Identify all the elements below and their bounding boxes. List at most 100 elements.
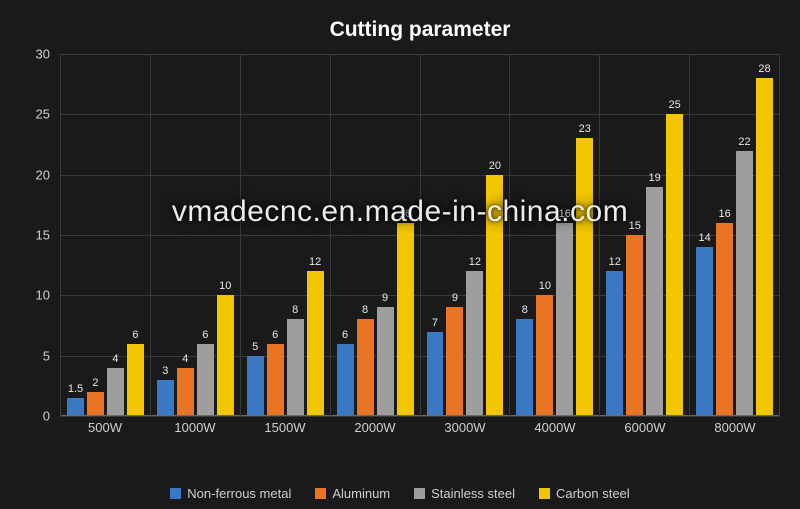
bar: 16 <box>397 209 414 416</box>
bar: 25 <box>666 100 683 416</box>
y-tick: 20 <box>36 167 50 182</box>
bar: 2 <box>87 378 104 416</box>
bar: 6 <box>127 330 144 416</box>
bar: 8 <box>357 305 374 416</box>
legend-label: Non-ferrous metal <box>187 486 291 501</box>
bar-value-label: 22 <box>738 137 750 148</box>
x-tick-label: 4000W <box>510 420 600 442</box>
legend-swatch <box>414 488 425 499</box>
x-tick-label: 1000W <box>150 420 240 442</box>
bar-value-label: 2 <box>92 378 98 389</box>
bar: 16 <box>556 209 573 416</box>
bar: 14 <box>696 233 713 416</box>
bar-value-label: 7 <box>432 318 438 329</box>
bar-rect <box>267 344 284 416</box>
legend-label: Carbon steel <box>556 486 630 501</box>
bar-rect <box>357 319 374 416</box>
bar: 23 <box>576 124 593 416</box>
bar: 4 <box>107 354 124 416</box>
bar-rect <box>177 368 194 416</box>
bar-rect <box>87 392 104 416</box>
bar-value-label: 16 <box>559 209 571 220</box>
bar: 1.5 <box>67 384 84 416</box>
bar-rect <box>427 332 444 416</box>
bar-rect <box>446 307 463 416</box>
bar-value-label: 23 <box>579 124 591 135</box>
x-tick-label: 8000W <box>690 420 780 442</box>
bar-rect <box>287 319 304 416</box>
bar-rect <box>536 295 553 416</box>
bar: 20 <box>486 161 503 416</box>
bar-rect <box>127 344 144 416</box>
bar-value-label: 16 <box>718 209 730 220</box>
x-tick-label: 500W <box>60 420 150 442</box>
bar-group: 8 10 16 23 <box>510 54 600 416</box>
bar-rect <box>307 271 324 416</box>
bar: 6 <box>337 330 354 416</box>
bar-value-label: 6 <box>342 330 348 341</box>
bar-value-label: 9 <box>382 293 388 304</box>
bar-group: 12 15 19 25 <box>600 54 690 416</box>
bar-group: 14 16 22 28 <box>690 54 780 416</box>
bar-value-label: 8 <box>362 305 368 316</box>
bar: 6 <box>197 330 214 416</box>
bar: 15 <box>626 221 643 416</box>
bar: 19 <box>646 173 663 416</box>
bar: 10 <box>217 281 234 416</box>
legend-item: Carbon steel <box>539 486 630 501</box>
bar: 10 <box>536 281 553 416</box>
bar-value-label: 6 <box>132 330 138 341</box>
x-tick-label: 6000W <box>600 420 690 442</box>
bar-rect <box>486 175 503 416</box>
bar-value-label: 12 <box>469 257 481 268</box>
bar-rect <box>377 307 394 416</box>
bar: 7 <box>427 318 444 416</box>
legend-label: Aluminum <box>332 486 390 501</box>
bar-rect <box>696 247 713 416</box>
y-tick: 30 <box>36 47 50 62</box>
bar-group: 6 8 9 16 <box>331 54 421 416</box>
bar-rect <box>666 114 683 416</box>
legend-item: Non-ferrous metal <box>170 486 291 501</box>
bar-group: 1.5 24 6 <box>60 54 151 416</box>
bar: 9 <box>377 293 394 416</box>
bar-value-label: 12 <box>609 257 621 268</box>
bar-group: 34610 <box>151 54 241 416</box>
y-tick: 10 <box>36 288 50 303</box>
bar-rect <box>576 138 593 416</box>
bar-rect <box>756 78 773 416</box>
bar-value-label: 8 <box>522 305 528 316</box>
bar-rect <box>716 223 733 416</box>
bar-rect <box>217 295 234 416</box>
legend-swatch <box>315 488 326 499</box>
x-axis: 500W1000W1500W2000W3000W4000W6000W8000W <box>60 420 780 442</box>
bar-rect <box>466 271 483 416</box>
bar-value-label: 6 <box>202 330 208 341</box>
bar-rect <box>556 223 573 416</box>
y-tick: 0 <box>43 409 50 424</box>
x-tick-label: 1500W <box>240 420 330 442</box>
plot-area: 051015202530 1.5246346105681268916791220… <box>60 54 780 444</box>
x-tick-label: 3000W <box>420 420 510 442</box>
bar-value-label: 5 <box>252 342 258 353</box>
bar-value-label: 28 <box>758 64 770 75</box>
bar-rect <box>736 151 753 416</box>
gridline <box>60 416 780 417</box>
bar-rect <box>516 319 533 416</box>
bar-value-label: 8 <box>292 305 298 316</box>
y-tick: 25 <box>36 107 50 122</box>
legend: Non-ferrous metal Aluminum Stainless steel… <box>0 486 800 501</box>
bar-group: 791220 <box>421 54 511 416</box>
bar-value-label: 4 <box>182 354 188 365</box>
legend-item: Aluminum <box>315 486 390 501</box>
bar-rect <box>107 368 124 416</box>
legend-item: Stainless steel <box>414 486 515 501</box>
bar-value-label: 19 <box>649 173 661 184</box>
bar-value-label: 10 <box>539 281 551 292</box>
bar: 6 <box>267 330 284 416</box>
bar-rect <box>337 344 354 416</box>
bar-rect <box>247 356 264 416</box>
bar: 8 <box>287 305 304 416</box>
chart-container: Cutting parameter 051015202530 1.5246346… <box>0 0 800 509</box>
y-tick: 15 <box>36 228 50 243</box>
